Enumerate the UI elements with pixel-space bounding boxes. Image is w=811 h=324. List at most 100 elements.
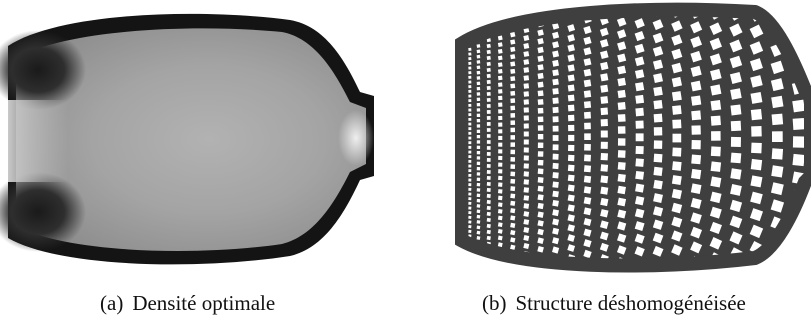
lattice-cell: [617, 233, 627, 243]
lattice-cell: [583, 90, 592, 98]
lattice-cell: [730, 120, 742, 132]
lattice-cell: [510, 208, 516, 214]
lattice-cell: [462, 16, 466, 20]
lattice-cell: [635, 133, 644, 142]
lattice-cell: [652, 46, 664, 57]
lattice-cell: [690, 226, 703, 239]
lattice-cell: [791, 224, 807, 240]
lattice-cell: [486, 79, 491, 84]
lattice-cell: [486, 116, 491, 120]
lattice-cell: [537, 55, 544, 62]
lattice-cell: [672, 161, 682, 171]
lattice-cell: [476, 92, 481, 96]
lattice-cell: [498, 169, 503, 174]
lattice-cell: [600, 209, 609, 218]
caption-a: (a) Densité optimale: [100, 291, 275, 315]
lattice-cell: [537, 90, 544, 97]
lattice-cell: [634, 18, 645, 29]
lattice-cell: [510, 193, 516, 199]
lattice-cell: [671, 20, 683, 32]
lattice-cell: [537, 177, 544, 183]
lattice-cell: [652, 59, 664, 70]
lattice-cell: [770, 78, 784, 92]
lattice-cell: [634, 0, 645, 3]
lattice-cell: [476, 198, 481, 203]
lattice-cell: [600, 119, 608, 127]
lattice-cell: [486, 9, 491, 13]
lattice-cell: [486, 43, 491, 49]
lattice-cell: [791, 0, 807, 6]
lattice-cell: [497, 48, 503, 54]
lattice-cell: [691, 154, 702, 165]
lattice-cell: [468, 6, 471, 9]
lattice-cell: [729, 23, 743, 37]
lattice-cell: [750, 92, 763, 104]
lattice-cell: [552, 199, 559, 207]
lattice-cell: [672, 105, 682, 115]
lattice-cell: [729, 55, 743, 69]
lattice-cell: [635, 170, 645, 180]
lattice-cell: [771, 148, 784, 160]
lattice-cell: [468, 89, 472, 93]
lattice-cell: [567, 274, 575, 282]
lattice-cell: [510, 127, 516, 133]
lattice-cell: [749, 224, 764, 239]
lattice-cell: [510, 267, 516, 273]
lattice-cell: [583, 239, 592, 248]
lattice-cell: [729, 199, 743, 213]
lattice-cell: [523, 179, 530, 185]
lattice-cell: [486, 158, 491, 162]
lattice-cell: [523, 0, 529, 1]
lattice-cell: [552, 116, 559, 123]
lattice-cell: [690, 270, 702, 282]
lattice-cell: [653, 86, 663, 97]
lattice-cell: [583, 271, 592, 280]
lattice-cell: [552, 22, 560, 30]
lattice-cell: [476, 22, 481, 27]
lattice-cell: [487, 2, 491, 6]
lattice-cell: [537, 133, 544, 140]
lattice-cell: [497, 215, 503, 221]
lattice-cell: [462, 20, 466, 24]
lattice-cell: [750, 158, 763, 171]
lattice-cell: [729, 215, 743, 229]
lattice-cell: [510, 54, 516, 60]
lattice-cell: [510, 105, 516, 111]
subfigure-a: (a) Densité optimale: [0, 0, 380, 324]
lattice-cell: [468, 85, 472, 89]
lattice-cell: [584, 143, 591, 151]
lattice-cell: [653, 166, 663, 176]
lattice-cell: [537, 46, 544, 54]
lattice-cell: [523, 187, 530, 193]
lattice-cell: [730, 88, 742, 100]
lattice-cell: [510, 229, 516, 236]
lattice-cell: [487, 266, 491, 270]
lattice-cell: [498, 102, 503, 107]
lattice-cell: [600, 130, 608, 138]
lattice-cell: [583, 249, 592, 259]
lattice-cell: [617, 53, 627, 63]
lattice-cell: [476, 102, 481, 107]
lattice-cell: [487, 272, 491, 276]
lattice-cell: [463, 273, 466, 276]
lattice-cell: [690, 65, 702, 77]
lattice-cell: [486, 55, 491, 61]
lattice-cell: [653, 153, 663, 163]
lattice-cell: [730, 152, 742, 164]
lattice-cell: [523, 3, 529, 9]
lattice-cell: [468, 141, 472, 145]
lattice-cell: [486, 175, 491, 180]
lattice-cell: [510, 135, 516, 140]
lattice-cell: [468, 272, 471, 275]
lattice-cell: [552, 31, 560, 39]
lattice-cell: [690, 50, 702, 63]
lattice-cell: [617, 114, 626, 122]
lattice-cell: [671, 76, 683, 88]
lattice-cell: [653, 113, 663, 123]
lattice-cell: [498, 135, 503, 140]
lattice-cell: [468, 99, 472, 103]
lattice-cell: [709, 53, 722, 66]
lattice-cell: [468, 136, 472, 140]
lattice-cell: [583, 186, 592, 194]
lattice-cell: [653, 73, 663, 83]
